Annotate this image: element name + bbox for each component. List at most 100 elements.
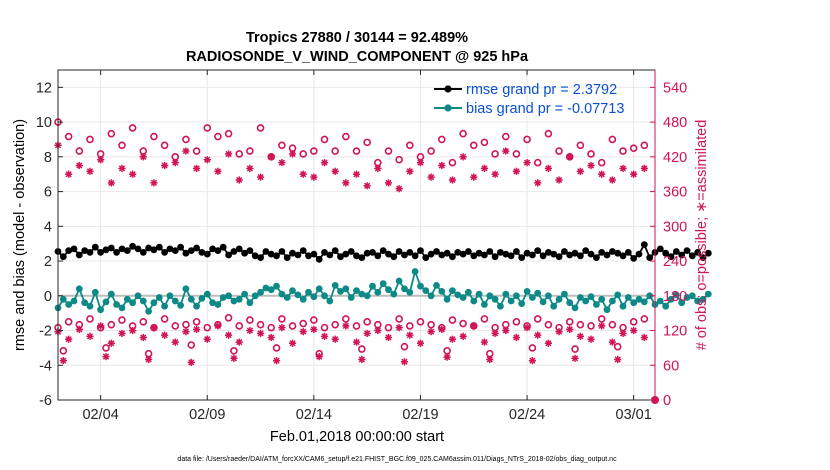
rmse-point <box>209 245 217 253</box>
rmse-point <box>513 248 520 255</box>
bias-point <box>75 285 83 293</box>
bias-point <box>198 295 206 302</box>
obs-possible-point <box>565 318 574 326</box>
asterisk-stroke <box>428 173 435 181</box>
obs-assimilated-point <box>107 339 115 347</box>
asterisk-stroke <box>102 353 110 360</box>
rmse-point <box>539 252 547 260</box>
obs-assimilated-point <box>139 153 147 161</box>
obs-possible-point <box>331 147 339 155</box>
asterisk-stroke <box>428 328 435 335</box>
obs-possible-point <box>352 322 361 330</box>
rmse-point <box>161 249 169 256</box>
rmse-point <box>278 248 286 255</box>
obs-assimilated-point <box>555 328 563 336</box>
bias-point <box>571 304 579 312</box>
rmse-point <box>609 248 616 255</box>
obs-possible-point <box>640 315 649 323</box>
asterisk-stroke <box>129 171 136 178</box>
asterisk-stroke <box>129 327 136 334</box>
rmse-point <box>427 250 435 258</box>
rmse-point <box>598 249 606 256</box>
obs-assimilated-point <box>278 324 286 332</box>
obs-possible-point <box>358 345 366 353</box>
obs-assimilated-point <box>97 322 105 330</box>
obs-possible-point <box>597 315 606 323</box>
rmse-point <box>374 252 382 260</box>
rmse-point <box>363 249 371 257</box>
bias-point <box>443 295 451 303</box>
bias-point <box>214 301 222 308</box>
obs-possible-point <box>512 150 521 158</box>
bias-point <box>555 295 563 303</box>
rmse-point <box>273 252 280 260</box>
rmse-point <box>454 249 462 256</box>
obs-assimilated-point <box>587 161 595 170</box>
obs-assimilated-point <box>65 170 73 178</box>
rmse-point <box>155 243 163 251</box>
bias-point <box>470 297 478 305</box>
obs-possible-point <box>187 341 196 349</box>
obs-assimilated-point <box>395 185 403 193</box>
obs-assimilated-point <box>534 331 542 339</box>
bias-point <box>646 292 654 300</box>
rmse-point <box>70 245 78 253</box>
obs-assimilated-point <box>224 150 233 158</box>
obs-possible-point <box>448 158 457 167</box>
rmse-point <box>449 253 456 261</box>
bias-point <box>374 288 382 296</box>
asterisk-stroke <box>545 340 552 347</box>
bias-point <box>411 268 419 275</box>
obs-possible-point <box>182 320 190 329</box>
obs-possible-point <box>528 344 537 352</box>
asterisk-stroke <box>65 171 72 178</box>
asterisk-stroke <box>182 328 190 335</box>
rmse-point <box>518 254 526 261</box>
asterisk-stroke <box>406 332 413 339</box>
rmse-point <box>225 251 233 259</box>
obs-assimilated-point <box>118 329 126 338</box>
obs-possible-point <box>619 147 627 155</box>
y-left-tick-label: 8 <box>44 150 52 166</box>
obs-assimilated-point <box>235 338 243 346</box>
asterisk-stroke <box>321 333 328 340</box>
asterisk-stroke <box>401 358 408 365</box>
obs-possible-point <box>342 132 350 141</box>
obs-possible-point <box>235 322 244 330</box>
bias-point <box>662 302 670 310</box>
bias-point <box>369 282 376 290</box>
asterisk-stroke <box>321 159 328 166</box>
asterisk-stroke <box>534 179 541 187</box>
rmse-point <box>342 250 350 258</box>
bias-point <box>518 300 526 307</box>
obs-possible-point <box>406 322 414 330</box>
obs-possible-point <box>288 322 297 330</box>
bias-point <box>465 288 472 296</box>
bias-point <box>193 302 201 310</box>
obs-possible-point <box>533 315 542 323</box>
obs-possible-point <box>363 138 371 147</box>
obs-assimilated-point <box>448 176 457 184</box>
bias-point <box>91 288 99 296</box>
x-tick-label: 02/14 <box>296 407 332 423</box>
bias-point <box>177 301 185 309</box>
asterisk-stroke <box>300 171 307 178</box>
obs-assimilated-point <box>235 176 243 184</box>
bias-point <box>502 290 510 298</box>
obs-possible-point <box>459 129 467 138</box>
y-right-tick-label: 180 <box>663 289 687 305</box>
y-right-tick-label: 240 <box>663 254 687 270</box>
asterisk-stroke <box>619 165 627 172</box>
rmse-point <box>619 252 627 260</box>
obs-assimilated-point <box>630 326 638 335</box>
obs-possible-point <box>384 147 393 155</box>
x-tick-label: 02/09 <box>189 407 225 423</box>
obs-possible-point <box>406 141 414 150</box>
rmse-point <box>214 247 222 255</box>
obs-assimilated-point <box>438 161 446 170</box>
rmse-point <box>326 251 334 259</box>
obs-assimilated-point <box>486 355 494 364</box>
asterisk-stroke <box>86 333 94 340</box>
asterisk-stroke <box>470 173 477 181</box>
obs-assimilated-point <box>544 164 552 173</box>
